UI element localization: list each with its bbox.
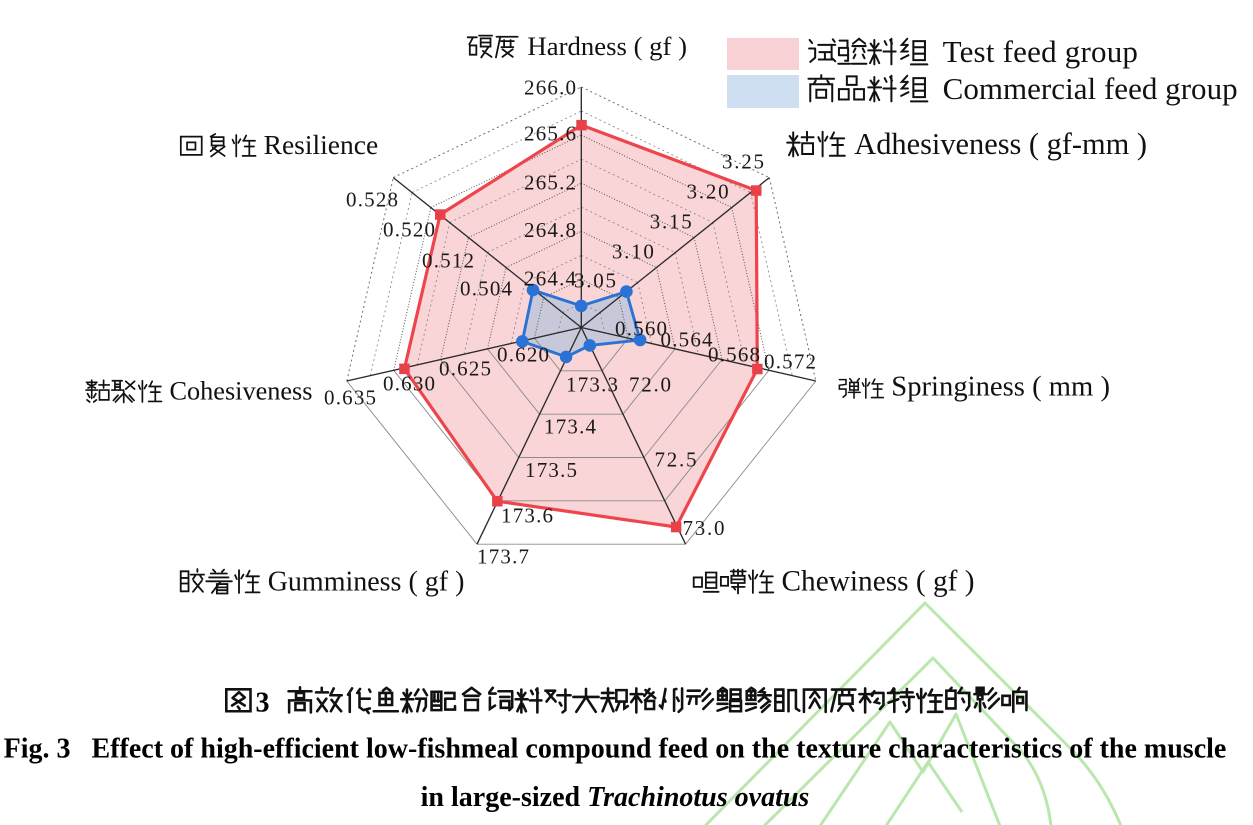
svg-text:3.25: 3.25 bbox=[722, 150, 764, 174]
svg-text:0.572: 0.572 bbox=[764, 350, 816, 374]
svg-text:3.20: 3.20 bbox=[687, 180, 729, 204]
svg-text:0.504: 0.504 bbox=[460, 277, 513, 301]
svg-text:Commercial feed group: Commercial feed group bbox=[943, 71, 1238, 106]
svg-text:73.0: 73.0 bbox=[683, 516, 725, 540]
svg-text:0.560: 0.560 bbox=[615, 317, 667, 341]
svg-text:265.6: 265.6 bbox=[524, 122, 576, 146]
svg-text:Test feed group: Test feed group bbox=[943, 34, 1138, 69]
svg-text:0.568: 0.568 bbox=[708, 343, 760, 367]
svg-text:0.520: 0.520 bbox=[383, 218, 435, 242]
svg-text:3.15: 3.15 bbox=[650, 210, 692, 234]
svg-text:in large-sized Trachinotus ova: in large-sized Trachinotus ovatus bbox=[421, 782, 810, 813]
svg-text:0.630: 0.630 bbox=[383, 372, 435, 396]
svg-text:Chewiness ( gf ): Chewiness ( gf ) bbox=[782, 566, 975, 598]
svg-text:173.4: 173.4 bbox=[544, 415, 597, 439]
svg-text:173.7: 173.7 bbox=[477, 545, 529, 569]
svg-text:Cohesiveness: Cohesiveness bbox=[170, 377, 313, 406]
svg-text:3.05: 3.05 bbox=[574, 269, 616, 293]
svg-text:Gumminess ( gf ): Gumminess ( gf ) bbox=[268, 567, 465, 598]
svg-text:0.620: 0.620 bbox=[497, 343, 549, 367]
svg-text:3.10: 3.10 bbox=[612, 240, 654, 264]
svg-text:0.625: 0.625 bbox=[439, 357, 491, 381]
svg-text:264.4: 264.4 bbox=[524, 267, 577, 291]
svg-text:Resilience: Resilience bbox=[264, 129, 379, 160]
svg-text:0.635: 0.635 bbox=[324, 386, 376, 410]
svg-text:264.8: 264.8 bbox=[524, 218, 576, 242]
svg-text:0.528: 0.528 bbox=[346, 188, 398, 212]
svg-text:173.5: 173.5 bbox=[525, 458, 577, 482]
svg-text:0.564: 0.564 bbox=[661, 328, 714, 352]
svg-text:Adhesiveness ( gf-mm ): Adhesiveness ( gf-mm ) bbox=[854, 127, 1147, 161]
svg-text:3: 3 bbox=[256, 688, 270, 719]
svg-text:266.0: 266.0 bbox=[524, 76, 576, 100]
svg-text:Hardness ( gf ): Hardness ( gf ) bbox=[527, 31, 687, 61]
svg-text:173.6: 173.6 bbox=[501, 504, 553, 528]
svg-text:Springiness ( mm ): Springiness ( mm ) bbox=[891, 372, 1110, 403]
svg-text:Fig. 3 Effect of high-effici: Fig. 3 Effect of high-efficient low-fish… bbox=[4, 734, 1227, 765]
svg-text:265.2: 265.2 bbox=[524, 171, 576, 195]
svg-text:72.0: 72.0 bbox=[629, 373, 671, 397]
svg-text:173.3: 173.3 bbox=[566, 373, 618, 397]
svg-text:72.5: 72.5 bbox=[655, 448, 697, 472]
svg-text:0.512: 0.512 bbox=[422, 249, 474, 273]
